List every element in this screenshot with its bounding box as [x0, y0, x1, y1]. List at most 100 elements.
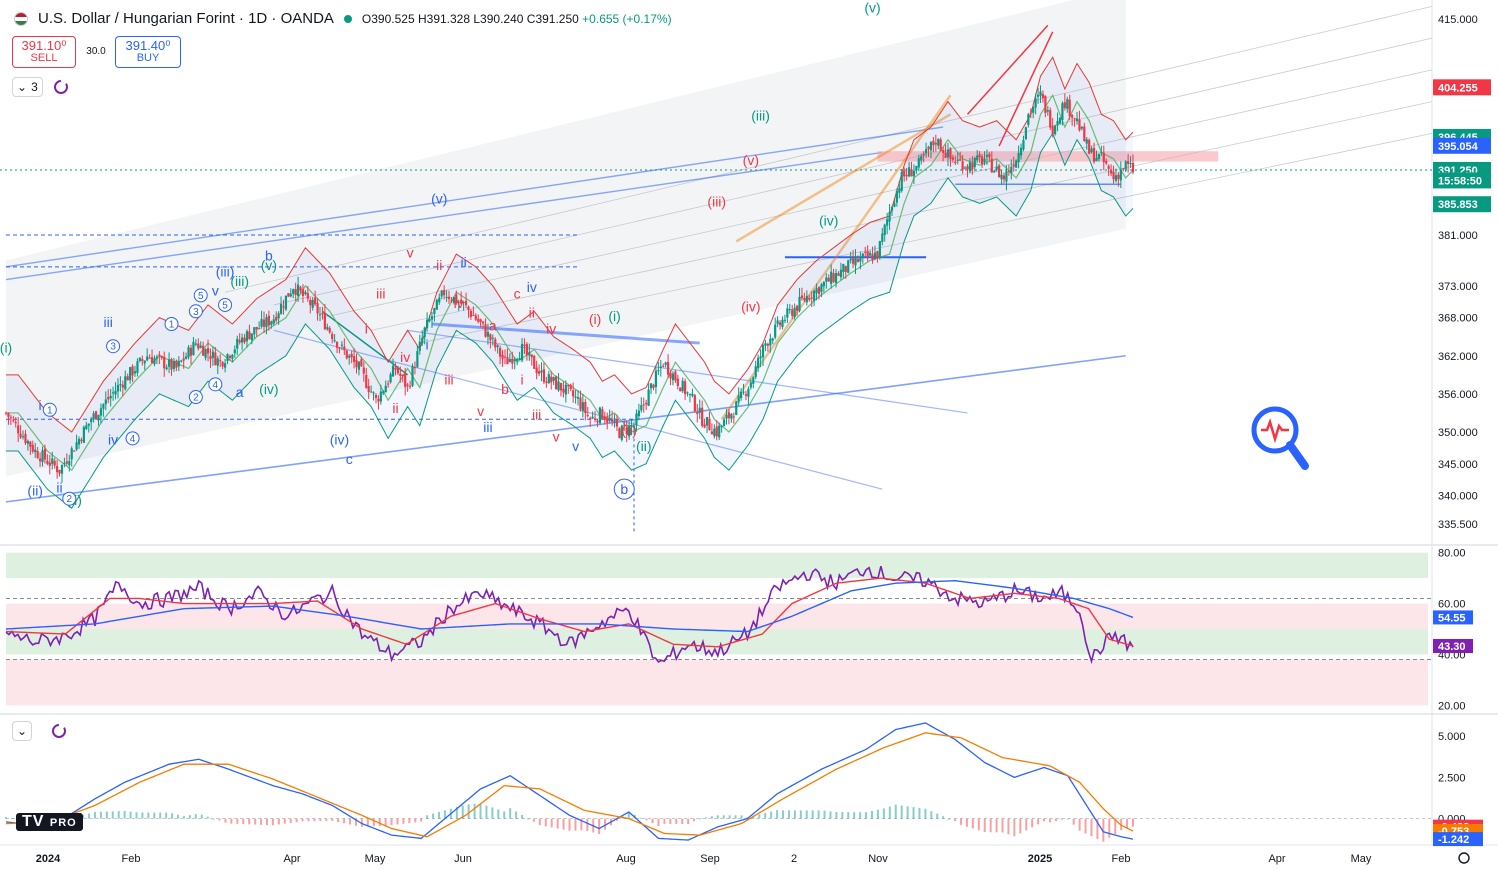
candle-body [92, 413, 95, 420]
circled-wave-marker [106, 339, 121, 354]
candle-body [428, 319, 431, 321]
macd-histogram-bar [663, 818, 666, 824]
rsi-series-line [5, 579, 1134, 633]
candle-body [418, 341, 421, 352]
candle-body [167, 359, 171, 367]
candle-body [277, 313, 280, 319]
macd-histogram-bar [319, 818, 322, 822]
candle-body [1129, 163, 1132, 165]
flag-icon [14, 11, 28, 26]
price-tick-label: 345.000 [1438, 459, 1478, 471]
candle-body [433, 308, 436, 315]
candle-body [499, 347, 502, 357]
macd-histogram-bar [354, 818, 357, 826]
candle-body [820, 284, 823, 292]
candle-body [236, 338, 239, 349]
refresh-icon[interactable] [50, 722, 68, 740]
macd-histogram-bar [301, 818, 304, 822]
wedge-line [998, 31, 1054, 147]
candle-body [462, 301, 465, 303]
time-tick-label: Feb [1112, 853, 1131, 865]
macd-histogram-bar [515, 811, 518, 819]
candle-body [1073, 118, 1076, 120]
macd-histogram-bar [906, 806, 909, 819]
indicators-toggle[interactable]: ⌄ 3 [12, 77, 43, 97]
candle-body [146, 356, 149, 361]
macd-histogram-bar [283, 818, 286, 824]
price-axis: 415.000 381.000 373.000 368.000 362.000 356.0… [1433, 14, 1491, 531]
wave-label: a [489, 317, 497, 333]
buy-button[interactable]: 391.40⁰ BUY [115, 36, 181, 68]
candle-body [314, 297, 317, 305]
symbol-title[interactable]: U.S. Dollar / Hungarian Forint · 1D · OA… [38, 10, 334, 27]
macd-histogram-bar [408, 818, 411, 824]
candle-body [752, 377, 755, 384]
macd-value-tag [1433, 832, 1483, 847]
candle-body [1017, 153, 1020, 163]
candle-body [598, 407, 602, 424]
macd-histogram-bar [200, 814, 203, 819]
macd-histogram-bar [1007, 818, 1010, 835]
wave-label: (iii) [230, 273, 249, 289]
candle-body [681, 380, 684, 392]
candle-body [562, 388, 565, 393]
candle-body [63, 462, 66, 464]
candle-body [287, 293, 290, 297]
candle-body [810, 297, 813, 299]
refresh-icon[interactable] [52, 78, 70, 96]
wave-label: c [514, 286, 521, 302]
sell-button[interactable]: 391.10⁰ SELL [12, 36, 76, 68]
candle-body [1022, 140, 1025, 150]
macd-histogram-bar [693, 818, 696, 822]
circled-wave-label: 4 [213, 380, 219, 391]
candle-body [248, 331, 251, 340]
magnifier-icon[interactable] [1251, 406, 1309, 470]
candle-body [800, 295, 804, 299]
candle-body [550, 376, 553, 383]
candle-body [1041, 93, 1045, 98]
trend-line [5, 354, 1126, 503]
candle-body [401, 374, 404, 376]
candle-body [455, 294, 458, 304]
candle-body [664, 362, 667, 365]
sell-label: SELL [30, 52, 58, 64]
candle-body [1097, 153, 1101, 160]
candle-body [34, 449, 37, 453]
candle-body [367, 385, 370, 392]
candle-body [104, 399, 107, 405]
open-value: O390.525 [361, 11, 415, 26]
macd-histogram-bar [1102, 818, 1105, 842]
rsi-collapse-toggle[interactable]: ⌄ [12, 721, 33, 741]
candle-body [1100, 151, 1103, 153]
macd-histogram-bar [586, 818, 589, 831]
candle-body [540, 370, 543, 373]
candle-body [844, 266, 847, 272]
candle-body [708, 418, 711, 431]
macd-histogram-bar [1031, 818, 1034, 828]
candle-body [294, 289, 297, 296]
wave-label: ii [436, 257, 442, 273]
candle-body [839, 269, 843, 278]
macd-histogram-bar [99, 811, 102, 819]
candle-body [199, 345, 202, 348]
candle-body [1068, 99, 1071, 117]
candle-body [961, 161, 964, 171]
candle-body [472, 314, 475, 316]
candle-body [618, 428, 621, 438]
macd-histogram-bar [378, 818, 381, 826]
candle-body [533, 355, 536, 369]
candle-body [457, 302, 460, 304]
macd-histogram-bar [432, 813, 435, 819]
candle-body [1049, 110, 1052, 128]
candle-body [426, 319, 429, 328]
candle-body [158, 354, 161, 356]
candle-body [396, 367, 399, 374]
settings-gear-icon[interactable] [1458, 852, 1470, 864]
candle-body [94, 411, 98, 420]
candle-body [430, 316, 434, 320]
candle-body [1054, 125, 1057, 135]
candle-body [126, 376, 129, 381]
macd-series-line [5, 722, 1134, 841]
circled-wave-label: 1 [47, 405, 53, 416]
